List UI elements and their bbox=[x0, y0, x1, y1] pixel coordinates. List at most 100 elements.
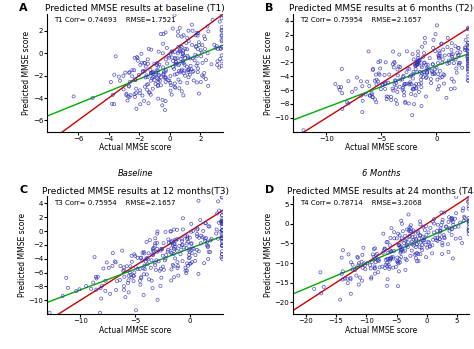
Point bbox=[440, 210, 448, 215]
Point bbox=[419, 247, 426, 253]
Point bbox=[148, 75, 156, 81]
Point bbox=[448, 232, 456, 238]
Point bbox=[453, 70, 460, 75]
Point bbox=[137, 51, 145, 57]
Point bbox=[175, 68, 182, 74]
Point bbox=[452, 236, 459, 242]
Point bbox=[341, 276, 349, 281]
Point bbox=[190, 246, 197, 252]
Point bbox=[383, 260, 391, 266]
Point bbox=[459, 206, 467, 211]
Point bbox=[194, 30, 201, 36]
Point bbox=[345, 252, 352, 257]
Point bbox=[183, 46, 191, 52]
Point bbox=[344, 276, 351, 282]
Point bbox=[133, 54, 141, 60]
Point bbox=[405, 227, 412, 233]
Point bbox=[205, 249, 212, 254]
Point bbox=[137, 62, 144, 68]
Point bbox=[455, 62, 463, 67]
Point bbox=[381, 86, 389, 92]
Point bbox=[193, 53, 201, 59]
Point bbox=[429, 72, 437, 77]
Point bbox=[150, 245, 157, 251]
Point bbox=[385, 72, 393, 77]
Point bbox=[106, 291, 114, 297]
Point bbox=[173, 59, 180, 65]
Point bbox=[113, 279, 121, 284]
Point bbox=[438, 220, 446, 225]
Point bbox=[147, 92, 155, 97]
Point bbox=[195, 42, 203, 48]
Point bbox=[406, 233, 413, 239]
Point bbox=[141, 60, 149, 66]
Point bbox=[409, 76, 417, 81]
Point bbox=[171, 237, 179, 243]
Point bbox=[417, 232, 424, 238]
Point bbox=[460, 218, 467, 223]
Point bbox=[389, 86, 396, 91]
Point bbox=[189, 228, 197, 233]
Point bbox=[204, 51, 211, 56]
Point bbox=[219, 239, 226, 245]
Point bbox=[463, 47, 471, 53]
Point bbox=[186, 56, 194, 61]
Point bbox=[143, 73, 150, 78]
Point bbox=[182, 73, 189, 79]
Point bbox=[122, 92, 130, 98]
Point bbox=[202, 57, 210, 63]
Point bbox=[180, 60, 187, 66]
Point bbox=[351, 267, 359, 273]
Point bbox=[185, 69, 192, 75]
Point bbox=[432, 237, 440, 243]
Point bbox=[172, 238, 180, 244]
Point bbox=[390, 256, 397, 261]
Point bbox=[168, 267, 175, 272]
Point bbox=[404, 244, 411, 250]
Point bbox=[184, 235, 191, 240]
Point bbox=[132, 77, 139, 83]
Point bbox=[151, 61, 158, 66]
Point bbox=[120, 267, 128, 273]
Point bbox=[448, 40, 456, 46]
Point bbox=[186, 249, 193, 255]
Point bbox=[439, 57, 447, 62]
Point bbox=[158, 103, 166, 108]
Point bbox=[418, 65, 426, 70]
Point bbox=[423, 232, 430, 238]
Point bbox=[164, 247, 172, 253]
Point bbox=[218, 28, 226, 34]
Point bbox=[123, 263, 130, 269]
Text: T1 Corr= 0.74693    RMSE=1.7521: T1 Corr= 0.74693 RMSE=1.7521 bbox=[55, 17, 176, 23]
Point bbox=[185, 252, 193, 258]
Point bbox=[162, 67, 170, 73]
Point bbox=[154, 60, 161, 66]
Point bbox=[392, 85, 400, 90]
Point bbox=[73, 288, 80, 294]
Point bbox=[171, 81, 179, 86]
Point bbox=[433, 23, 441, 28]
Point bbox=[447, 215, 455, 221]
Point bbox=[386, 264, 393, 270]
Point bbox=[169, 242, 177, 248]
Point bbox=[449, 56, 456, 62]
Point bbox=[465, 59, 472, 64]
Point bbox=[155, 73, 163, 78]
Point bbox=[412, 81, 420, 87]
Point bbox=[425, 230, 432, 235]
Point bbox=[451, 224, 459, 230]
Point bbox=[390, 229, 398, 235]
Point bbox=[425, 66, 433, 71]
Point bbox=[353, 273, 360, 279]
Point bbox=[438, 240, 446, 246]
Point bbox=[414, 49, 422, 54]
Point bbox=[422, 254, 430, 260]
Point bbox=[183, 261, 191, 266]
Point bbox=[159, 264, 167, 269]
Point bbox=[465, 75, 472, 80]
Point bbox=[126, 270, 134, 275]
Point bbox=[300, 127, 307, 133]
Point bbox=[193, 30, 201, 36]
Point bbox=[396, 243, 403, 248]
Point bbox=[449, 256, 456, 261]
